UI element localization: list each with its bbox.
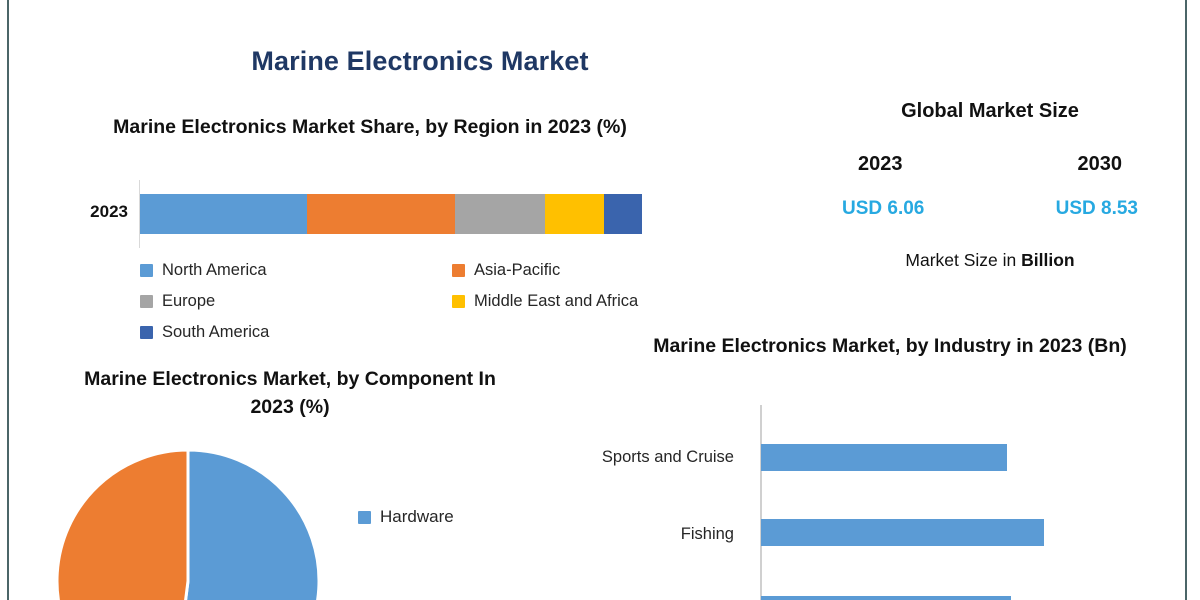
industry-bars-title: Marine Electronics Market, by Industry i… (653, 335, 1127, 357)
stack-segment-asia-pacific (307, 194, 456, 234)
pie-slice-hardware (184, 448, 321, 600)
global-market-size-title: Global Market Size (901, 100, 1079, 122)
industry-bars-axis (760, 405, 762, 600)
legend-swatch-europe (140, 295, 153, 308)
global-market-size-footnote: Market Size in Billion (830, 250, 1150, 271)
component-pie-title: Marine Electronics Market, by Component … (84, 368, 496, 418)
stack-segment-europe (455, 194, 546, 234)
legend-label-middle-east-and-africa: Middle East and Africa (474, 292, 639, 310)
footnote-prefix: Market Size in (905, 250, 1022, 270)
market-size-year-2030: 2030 (1077, 153, 1123, 175)
legend-swatch-north-america (140, 264, 153, 277)
industry-bar-fishing (761, 519, 1044, 546)
stack-segment-middle-east-and-africa (545, 194, 605, 234)
legend-label-asia-pacific: Asia-Pacific (474, 261, 561, 279)
frame-rule-right (1185, 0, 1187, 600)
legend-label-hardware: Hardware (380, 507, 454, 526)
industry-row-sports-and-cruise: Sports and Cruise (600, 420, 1180, 496)
page-title: Marine Electronics Market (251, 46, 589, 76)
global-market-size-years: 2023 2030 (830, 153, 1150, 176)
region-share-legend: North America Asia-Pacific Europe Middle Ea… (140, 255, 700, 348)
market-size-year-2023: 2023 (858, 153, 903, 175)
legend-swatch-south-america (140, 326, 153, 339)
stack-segment-north-america (140, 194, 308, 234)
legend-item-middle-east-and-africa: Middle East and Africa (452, 292, 700, 311)
global-market-size-panel: Global Market Size 2023 2030 USD 6.06 US… (830, 100, 1150, 271)
industry-bar-merchant-navy (761, 596, 1012, 600)
legend-item-north-america: North America (140, 261, 452, 280)
legend-label-europe: Europe (162, 292, 216, 310)
legend-label-south-america: South America (162, 323, 270, 341)
legend-swatch-middle-east-and-africa (452, 295, 465, 308)
industry-bar-sports-and-cruise (761, 444, 1008, 471)
legend-label-north-america: North America (162, 261, 267, 279)
frame-rule-left (7, 0, 9, 600)
industry-bars-chart: Sports and CruiseFishingMerchant Navy (600, 405, 1180, 600)
legend-swatch-hardware (358, 510, 371, 524)
industry-label-fishing: Fishing (680, 525, 734, 544)
region-share-stacked-bar (140, 194, 642, 234)
region-share-category-label: 2023 (90, 202, 128, 221)
global-market-size-values: USD 6.06 USD 8.53 (830, 198, 1150, 220)
component-pie-chart (55, 448, 321, 600)
region-share-axis (139, 180, 140, 248)
industry-label-sports-and-cruise: Sports and Cruise (601, 448, 734, 467)
footnote-unit: Billion (1021, 250, 1075, 270)
market-size-value-2030: USD 8.53 (1055, 198, 1138, 219)
legend-item-south-america: South America (140, 323, 452, 342)
legend-swatch-asia-pacific (452, 264, 465, 277)
component-pie-legend: Hardware (358, 507, 454, 527)
region-share-title: Marine Electronics Market Share, by Regi… (113, 116, 627, 138)
component-pie-svg (55, 448, 321, 600)
industry-row-fishing: Fishing (600, 497, 1180, 573)
pie-slice-other (55, 448, 190, 600)
stack-segment-south-america (604, 194, 642, 234)
legend-item-europe: Europe (140, 292, 452, 311)
region-share-chart: 2023 (60, 180, 680, 248)
legend-item-asia-pacific: Asia-Pacific (452, 261, 700, 280)
market-size-value-2023: USD 6.06 (842, 198, 925, 219)
